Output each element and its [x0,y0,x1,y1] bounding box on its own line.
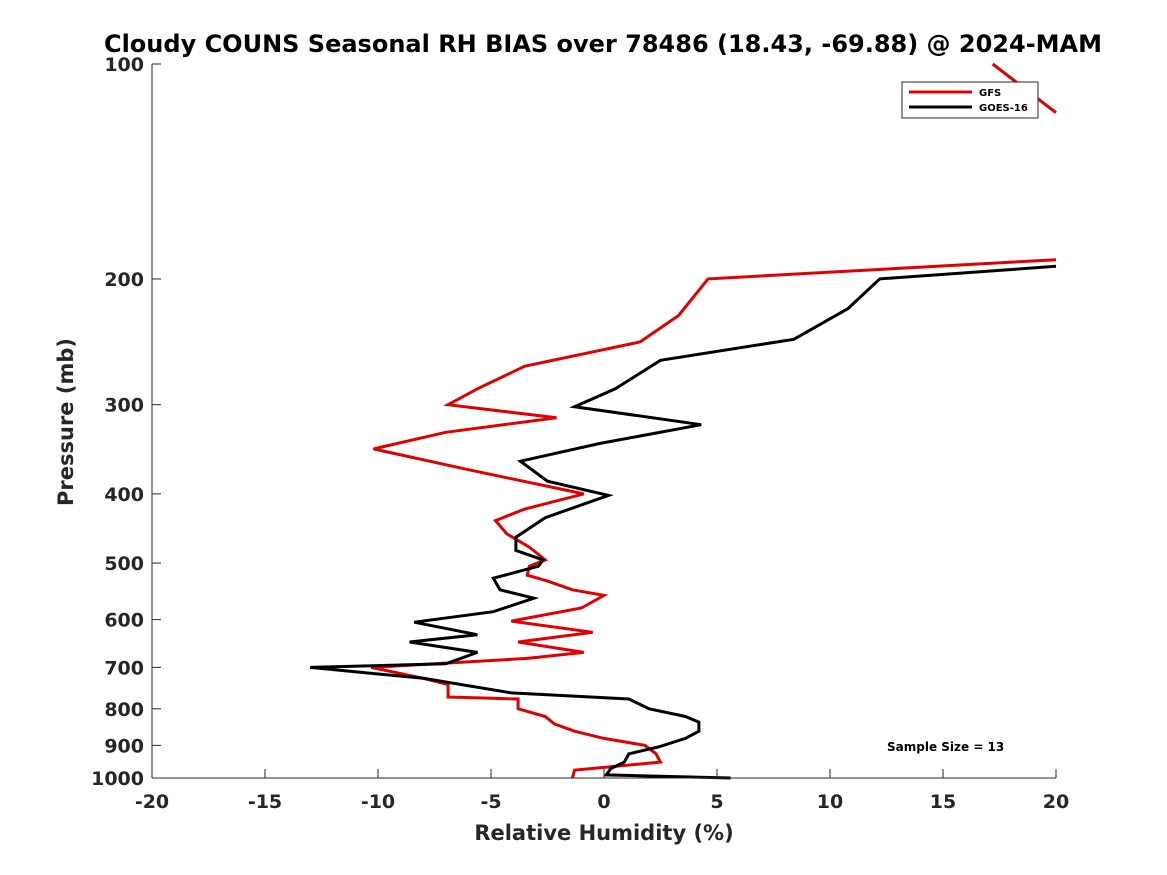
y-axis-label: Pressure (mb) [54,338,78,506]
x-tick-label: 15 [930,791,956,813]
x-tick-label: -10 [361,791,395,813]
x-ticks: -20 -15 -10 -5 0 5 10 15 20 [135,769,1069,813]
x-tick-label: 20 [1043,791,1069,813]
y-tick-label: 300 [104,395,144,417]
x-tick-label: 0 [597,791,610,813]
x-tick-label: -5 [480,791,501,813]
sample-size-annotation: Sample Size = 13 [887,740,1004,754]
y-tick-label: 1000 [91,768,144,790]
legend: GFS GOES-16 [901,81,1039,119]
series-line-goes-16 [310,264,1057,780]
x-tick-label: 5 [710,791,723,813]
y-tick-label: 900 [104,735,144,757]
chart-title: Cloudy COUNS Seasonal RH BIAS over 78486… [104,30,1102,58]
y-ticks: 100 200 300 400 500 600 700 800 900 1000 [91,54,161,790]
x-tick-label: 10 [817,791,843,813]
y-tick-label: 500 [104,553,144,575]
x-tick-label: -15 [248,791,282,813]
y-tick-label: 100 [104,54,144,76]
legend-box [901,81,1039,119]
x-tick-label: -20 [135,791,169,813]
legend-label-goes16: GOES-16 [979,103,1028,114]
series-line-gfs [370,258,1057,779]
y-tick-label: 700 [104,657,144,679]
y-tick-label: 400 [104,484,144,506]
legend-label-gfs: GFS [979,88,1001,99]
y-tick-label: 200 [104,269,144,291]
x-axis-label: Relative Humidity (%) [474,821,733,845]
y-tick-label: 800 [104,699,144,721]
y-tick-label: 600 [104,610,144,632]
plot-area: -20 -15 -10 -5 0 5 10 15 20 100 200 300 400 500 600 70… [91,54,1069,813]
